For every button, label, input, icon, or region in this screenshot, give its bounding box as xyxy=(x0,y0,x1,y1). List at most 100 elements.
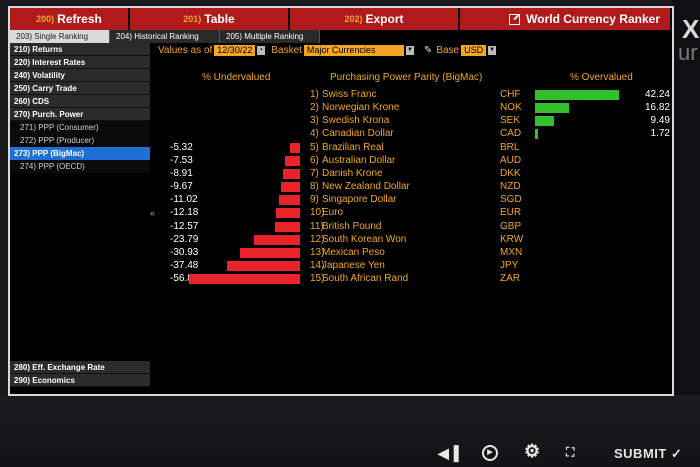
undervalued-value: -30.93 xyxy=(170,246,199,258)
calendar-icon[interactable]: ▪ xyxy=(257,45,266,55)
undervalued-value: -7.53 xyxy=(170,154,193,166)
base-label: Base xyxy=(436,44,460,56)
table-row[interactable]: -8.91 7) Danish Krone DKK xyxy=(10,167,672,180)
sidebar-item-economics[interactable]: 290) Economics xyxy=(10,374,150,387)
collapse-sidebar-icon[interactable]: « xyxy=(150,208,156,218)
undervalued-value: -12.57 xyxy=(170,220,199,232)
sidebar-item-purch-power[interactable]: 270) Purch. Power xyxy=(10,108,150,121)
sidebar-item-ppp-bigmac[interactable]: 273) PPP (BigMac) xyxy=(10,147,150,160)
rank-number: 10) xyxy=(310,207,325,219)
currency-name[interactable]: Singapore Dollar xyxy=(322,194,397,206)
currency-name[interactable]: Mexican Peso xyxy=(322,246,385,258)
undervalued-value: -37.48 xyxy=(170,259,199,271)
currency-name[interactable]: Brazilian Real xyxy=(322,141,384,153)
rank-number: 8) xyxy=(310,181,319,193)
currency-name[interactable]: Japanese Yen xyxy=(322,259,385,271)
currency-name[interactable]: New Zealand Dollar xyxy=(322,181,410,193)
fullscreen-icon[interactable]: ⛶ xyxy=(566,445,575,459)
sidebar-item-carry-trade[interactable]: 250) Carry Trade xyxy=(10,82,150,95)
table-row[interactable]: 9.49 3) Swedish Krona SEK xyxy=(10,114,672,127)
basket-select[interactable]: Major Currencies xyxy=(303,44,404,56)
currency-name[interactable]: Norwegian Krone xyxy=(322,102,400,114)
table-row[interactable]: -5.32 5) Brazilian Real BRL xyxy=(10,141,672,154)
currency-name[interactable]: British Pound xyxy=(322,220,382,232)
currency-code: NZD xyxy=(500,181,521,193)
submit-button[interactable]: SUBMIT ✓ xyxy=(614,446,682,462)
rank-number: 15) xyxy=(310,273,325,285)
background-letter-ur: ur xyxy=(678,40,698,65)
play-icon[interactable]: ▶ xyxy=(482,445,498,461)
currency-name[interactable]: South African Rand xyxy=(322,273,409,285)
currency-name[interactable]: Swedish Krona xyxy=(322,115,390,127)
sidebar-item-interest-rates[interactable]: 220) Interest Rates xyxy=(10,56,150,69)
table-row[interactable]: -56.83 15) South African Rand ZAR xyxy=(10,272,672,285)
currency-code: JPY xyxy=(500,259,519,271)
currency-name[interactable]: Danish Krone xyxy=(322,167,383,179)
refresh-code: 200) xyxy=(36,14,55,24)
tab-multiple-ranking[interactable]: 205) Multiple Ranking xyxy=(220,30,320,43)
refresh-button[interactable]: 200) Refresh xyxy=(10,8,130,30)
rank-number: 13) xyxy=(310,246,325,258)
overvalued-header: % Overvalued xyxy=(570,72,633,83)
date-field[interactable]: 12/30/22 xyxy=(214,44,256,56)
world-currency-ranker-button[interactable]: World Currency Ranker xyxy=(460,8,672,30)
rank-number: 7) xyxy=(310,167,319,179)
background-letter-x: X xyxy=(682,14,700,44)
table-row[interactable]: -12.18 10) Euro EUR xyxy=(10,206,672,219)
pencil-icon[interactable]: ✎ xyxy=(423,44,433,56)
sidebar-item-ppp-consumer[interactable]: 271) PPP (Consumer) xyxy=(10,121,150,134)
table-row[interactable]: -12.57 11) British Pound GBP xyxy=(10,220,672,233)
currency-name[interactable]: Euro xyxy=(322,207,344,219)
table-button[interactable]: 201) Table xyxy=(130,8,290,30)
checkmark-icon: ✓ xyxy=(670,446,683,461)
table-row[interactable]: -30.93 13) Mexican Peso MXN xyxy=(10,246,672,259)
overvalued-bar xyxy=(535,103,569,114)
currency-name[interactable]: South Korean Won xyxy=(322,233,407,245)
table-row[interactable]: 42.24 1) Swiss Franc CHF xyxy=(10,88,672,101)
rank-number: 9) xyxy=(310,194,319,206)
overvalued-bar xyxy=(535,116,554,127)
currency-name[interactable]: Australian Dollar xyxy=(322,154,396,166)
base-select[interactable]: USD xyxy=(461,44,487,56)
table-row[interactable]: -7.53 6) Australian Dollar AUD xyxy=(10,154,672,167)
rank-number: 11) xyxy=(310,220,324,232)
ranker-label: World Currency Ranker xyxy=(526,12,660,26)
base-chevron-down-icon[interactable]: ▼ xyxy=(488,45,497,55)
sidebar-item-cds[interactable]: 260) CDS xyxy=(10,95,150,108)
currency-code: EUR xyxy=(500,207,522,219)
controls-row: Values as of 12/30/22 ▪ Basket Major Cur… xyxy=(158,43,502,57)
undervalued-bar xyxy=(189,274,300,285)
undervalued-value: -56.83 xyxy=(170,273,199,285)
export-button[interactable]: 202) Export xyxy=(290,8,460,30)
chevron-down-icon[interactable]: ▼ xyxy=(405,45,414,55)
currency-code: DKK xyxy=(500,167,521,179)
tab-historical-ranking[interactable]: 204) Historical Ranking xyxy=(110,30,220,43)
undervalued-bar xyxy=(281,182,300,193)
currency-code: ZAR xyxy=(500,273,520,285)
sidebar-item-returns[interactable]: 210) Returns xyxy=(10,43,150,56)
sidebar-item-ppp-producer[interactable]: 272) PPP (Producer) xyxy=(10,134,150,147)
refresh-label: Refresh xyxy=(57,12,102,26)
table-row[interactable]: -9.67 8) New Zealand Dollar NZD xyxy=(10,180,672,193)
rank-number: 1) xyxy=(310,89,319,100)
currency-name[interactable]: Swiss Franc xyxy=(322,89,377,100)
undervalued-value: -23.79 xyxy=(170,233,199,245)
table-row[interactable]: 1.72 4) Canadian Dollar CAD xyxy=(10,127,672,140)
table-row[interactable]: -11.02 9) Singapore Dollar SGD xyxy=(10,193,672,206)
gear-icon[interactable]: ⚙ xyxy=(524,441,541,461)
table-row[interactable]: -37.48 14) Japanese Yen JPY xyxy=(10,259,672,272)
tab-single-ranking[interactable]: 203) Single Ranking xyxy=(10,30,110,43)
undervalued-value: -11.02 xyxy=(170,194,198,206)
sidebar-item-ppp-oecd[interactable]: 274) PPP (OECD) xyxy=(10,160,150,173)
sidebar-item-volatility[interactable]: 240) Volatility xyxy=(10,69,150,82)
currency-code: CAD xyxy=(500,128,522,140)
volume-icon[interactable]: ◀▐ xyxy=(438,445,459,461)
values-as-of-label: Values as of xyxy=(158,44,213,56)
currency-name[interactable]: Canadian Dollar xyxy=(322,128,394,140)
function-bar: 200) Refresh 201) Table 202) Export Worl… xyxy=(10,8,672,30)
sidebar-item-eff-exchange-rate[interactable]: 280) Eff. Exchange Rate xyxy=(10,361,150,374)
table-row[interactable]: 16.82 2) Norwegian Krone NOK xyxy=(10,101,672,114)
table-label: Table xyxy=(204,12,235,26)
sidebar: 210) Returns 220) Interest Rates 240) Vo… xyxy=(10,43,150,394)
table-row[interactable]: -23.79 12) South Korean Won KRW xyxy=(10,233,672,246)
